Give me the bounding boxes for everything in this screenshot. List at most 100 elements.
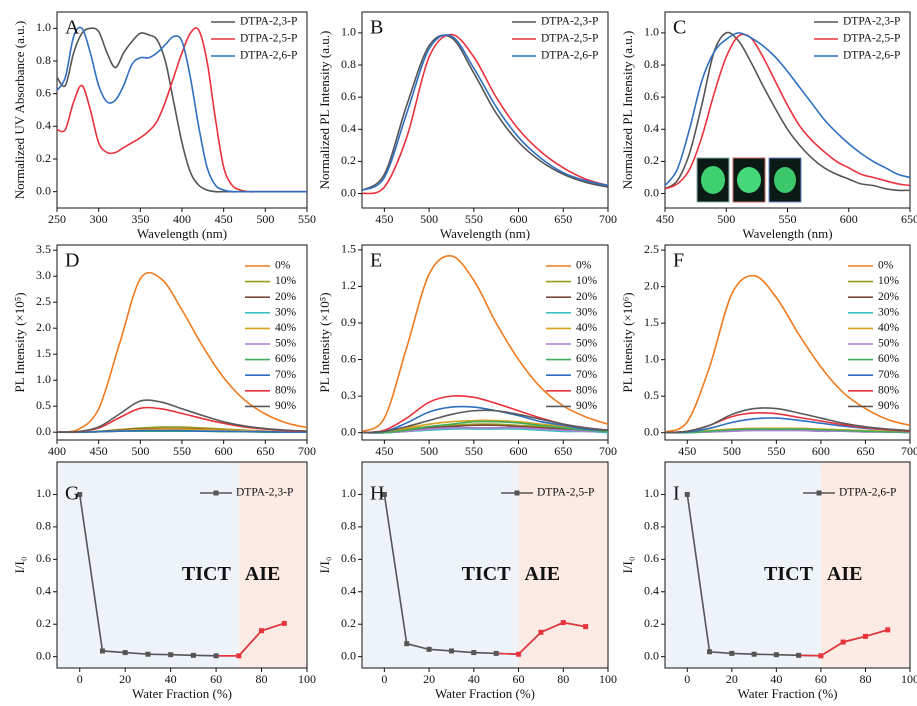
y-tick-label: 0.6 [644,89,659,103]
point [538,629,544,635]
legend-label: DTPA-2,3-P [240,16,297,28]
x-tick-label: 450 [215,212,233,226]
plot-lines [362,33,608,195]
legend-label: 50% [576,338,598,350]
x-tick-label: 650 [554,212,572,226]
y-tick-label: 0.5 [36,398,51,412]
panel-label: C [673,17,686,39]
x-tick-label: 60 [210,672,222,686]
x-tick-label: 250 [48,212,66,226]
x-tick-label: 550 [173,444,191,458]
legend-label: 30% [275,306,297,318]
legend-label: DTPA-2,6-P [240,50,297,62]
point [381,491,387,497]
series-line [57,429,307,434]
x-tick-label: 600 [510,212,528,226]
y-tick-label: 2.5 [644,242,659,256]
legend-label: DTPA-2,3-P [236,487,293,499]
legend-marker [213,490,219,496]
x-tick-label: 400 [173,212,191,226]
x-tick-label: 400 [48,444,66,458]
y-axis-label: Normalized PL Intensity (a.u.) [317,31,332,190]
plot-lines [57,26,307,193]
y-tick-label: 0.4 [341,121,356,135]
series-line [362,34,608,192]
point [281,620,287,626]
point [77,491,83,497]
x-tick-label: 0 [684,672,690,686]
legend-label: DTPA-2,6-P [843,50,900,62]
point [471,650,477,656]
y-tick-label: 0.0 [36,183,51,197]
x-tick-label: 300 [90,212,108,226]
legend-label: DTPA-2,5-P [843,33,900,45]
point [729,650,735,656]
series-line [362,426,608,434]
panel-label: F [673,250,684,272]
x-tick-label: 650 [901,212,917,226]
y-tick-label: 0.2 [341,616,356,630]
y-tick-label: 2.0 [36,320,51,334]
region-label: TICT [182,563,232,585]
region [362,462,519,668]
x-tick-label: 550 [465,444,483,458]
point [259,628,265,634]
region-label: AIE [525,563,561,585]
legend-label: 0% [275,260,291,272]
point [516,651,522,657]
x-tick-label: 350 [131,212,149,226]
legend-label: 70% [275,369,297,381]
point [796,652,802,658]
legend-label: 20% [275,291,297,303]
x-tick-label: 80 [256,672,268,686]
plot-lines [684,491,891,659]
series-line [362,405,608,434]
series-line [362,255,608,433]
inset-blob [774,167,796,193]
y-tick-label: 0.8 [36,519,51,533]
point [818,653,824,659]
y-tick-label: 0.2 [644,153,659,167]
y-tick-label: 0.5 [644,388,659,402]
panel-label: E [370,250,382,272]
legend-label: 50% [878,338,900,350]
panel-label: A [65,17,80,39]
x-tick-label: 40 [770,672,782,686]
legend-marker [514,490,520,496]
point [99,648,105,654]
y-tick-label: 1.5 [341,242,356,256]
inset-blob [737,167,761,193]
plot-frame [361,11,609,209]
plot-lines [57,271,307,434]
y-tick-label: 0.2 [341,153,356,167]
y-tick-label: 1.0 [36,486,51,500]
x-axis-label: Water Fraction (%) [435,686,535,701]
x-axis-label: Water Fraction (%) [737,686,837,701]
x-axis-label: Wavelength (nm) [137,226,227,241]
legend-label: 80% [275,384,297,396]
panel-label: G [65,483,79,505]
y-tick-label: 0.6 [341,89,356,103]
plot-frame [361,461,609,669]
y-tick-label: 1.2 [341,278,356,292]
x-tick-label: 650 [856,444,874,458]
x-tick-label: 450 [656,212,674,226]
legend-label: 90% [878,400,900,412]
x-tick-label: 500 [256,212,274,226]
series-line [362,34,608,192]
series-line [362,419,608,434]
point [213,653,219,659]
point [448,648,454,654]
y-tick-label: 2.0 [644,278,659,292]
point [145,651,151,657]
y-tick-label: 0.3 [341,388,356,402]
y-tick-label: 0.2 [36,151,51,165]
region-label: AIE [245,563,281,585]
panel-label: I [673,483,680,505]
legend-label: 10% [878,275,900,287]
y-axis-label: I/I₀ [12,557,27,574]
y-tick-label: 1.0 [341,25,356,39]
inset-blob [701,166,725,194]
y-tick-label: 0.0 [341,185,356,199]
